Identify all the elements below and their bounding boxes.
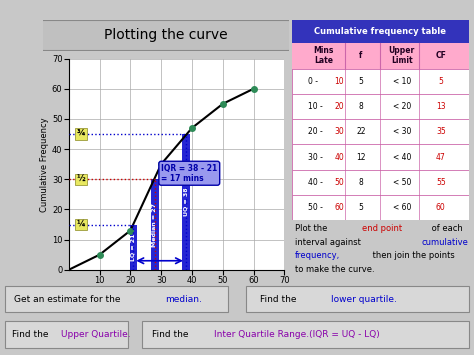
Text: frequency,: frequency, xyxy=(295,251,340,261)
Text: 50 -: 50 - xyxy=(308,203,325,212)
Bar xyxy=(151,179,159,270)
Text: Upper
Limit: Upper Limit xyxy=(389,46,415,65)
Text: 60: 60 xyxy=(436,203,446,212)
Text: 12: 12 xyxy=(356,153,365,162)
Text: < 30: < 30 xyxy=(392,127,411,136)
Text: 10 -: 10 - xyxy=(308,102,325,111)
X-axis label: Minutes Late: Minutes Late xyxy=(145,291,208,301)
Text: < 20: < 20 xyxy=(392,102,411,111)
Text: Get an estimate for the: Get an estimate for the xyxy=(14,295,123,304)
Text: median.: median. xyxy=(165,295,202,304)
Text: Mins
Late: Mins Late xyxy=(313,46,334,65)
Text: 8: 8 xyxy=(358,178,363,187)
Text: Cumulative frequency table: Cumulative frequency table xyxy=(314,27,447,36)
Bar xyxy=(292,195,469,220)
Text: 10: 10 xyxy=(335,77,344,86)
Text: cumulative: cumulative xyxy=(422,238,469,247)
Bar xyxy=(292,69,469,94)
Text: 47: 47 xyxy=(436,153,446,162)
Text: 60: 60 xyxy=(335,203,345,212)
Text: 55: 55 xyxy=(436,178,446,187)
Text: 8: 8 xyxy=(358,102,363,111)
Text: 20 -: 20 - xyxy=(308,127,325,136)
Text: Find the: Find the xyxy=(152,330,191,339)
Text: Upper Quartile.: Upper Quartile. xyxy=(62,330,131,339)
Bar xyxy=(292,94,469,119)
Text: UQ = 38: UQ = 38 xyxy=(183,187,188,216)
Bar xyxy=(292,119,469,144)
Text: lower quartile.: lower quartile. xyxy=(331,295,397,304)
Text: interval against: interval against xyxy=(295,238,364,247)
Text: Find the: Find the xyxy=(260,295,299,304)
Text: ½: ½ xyxy=(77,175,85,184)
Text: 0 -: 0 - xyxy=(308,77,320,86)
FancyBboxPatch shape xyxy=(40,21,292,50)
Bar xyxy=(292,20,469,43)
Text: 35: 35 xyxy=(436,127,446,136)
Text: 40: 40 xyxy=(335,153,345,162)
Text: ¼: ¼ xyxy=(77,220,85,229)
Bar xyxy=(292,43,469,69)
Text: 20: 20 xyxy=(335,102,344,111)
Text: Plot the: Plot the xyxy=(295,224,330,233)
Text: 22: 22 xyxy=(356,127,365,136)
Bar xyxy=(129,224,137,270)
Text: < 60: < 60 xyxy=(392,203,411,212)
Text: < 40: < 40 xyxy=(392,153,411,162)
Text: 30 -: 30 - xyxy=(308,153,325,162)
Text: to make the curve.: to make the curve. xyxy=(295,265,374,274)
Text: < 50: < 50 xyxy=(392,178,411,187)
Text: 30: 30 xyxy=(335,127,345,136)
Text: 40 -: 40 - xyxy=(308,178,325,187)
Text: then join the points: then join the points xyxy=(370,251,455,261)
Text: end point: end point xyxy=(362,224,402,233)
Text: Inter Quartile Range.(IQR = UQ - LQ): Inter Quartile Range.(IQR = UQ - LQ) xyxy=(214,330,380,339)
Text: of each: of each xyxy=(429,224,463,233)
Text: 5: 5 xyxy=(438,77,443,86)
Text: IQR = 38 - 21
= 17 mins: IQR = 38 - 21 = 17 mins xyxy=(161,164,218,183)
Text: 50: 50 xyxy=(335,178,345,187)
Text: f: f xyxy=(359,51,363,60)
Y-axis label: Cumulative Frequency: Cumulative Frequency xyxy=(40,117,49,212)
Text: Median = 27: Median = 27 xyxy=(153,203,157,246)
Text: Plotting the curve: Plotting the curve xyxy=(104,28,228,43)
Bar xyxy=(292,170,469,195)
Bar xyxy=(292,144,469,170)
Text: 5: 5 xyxy=(358,77,363,86)
Text: Find the: Find the xyxy=(12,330,52,339)
Text: < 10: < 10 xyxy=(392,77,411,86)
Text: ¾: ¾ xyxy=(77,130,85,138)
Text: CF: CF xyxy=(436,51,446,60)
Text: LQ = 21: LQ = 21 xyxy=(131,234,136,261)
Text: 5: 5 xyxy=(358,203,363,212)
Bar xyxy=(182,134,190,270)
Text: 13: 13 xyxy=(436,102,446,111)
